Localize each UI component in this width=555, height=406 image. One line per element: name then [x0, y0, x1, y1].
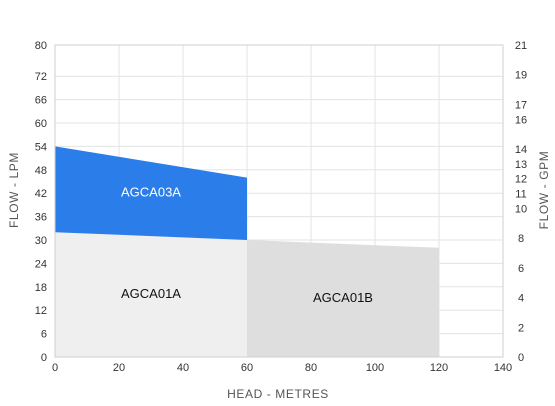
right-y-tick-label-17: 17 [515, 99, 527, 111]
left-y-tick-label-48: 48 [35, 165, 47, 177]
left-y-tick-label-24: 24 [35, 258, 47, 270]
x-tick-label-100: 100 [366, 362, 384, 374]
region-labels: AGCA03A AGCA01A AGCA01B [121, 185, 373, 305]
plot-border [54, 44, 504, 358]
left-y-tick-label-30: 30 [35, 235, 47, 247]
region-label-agca01b: AGCA01B [313, 290, 373, 305]
left-y-tick-label-42: 42 [35, 188, 47, 200]
area-agca01a [55, 232, 247, 357]
right-y-tick-label-21: 21 [515, 40, 527, 52]
right-y-axis-title: FLOW - GPM [537, 151, 551, 230]
right-y-tick-label-12: 12 [515, 174, 527, 186]
x-tick-label-60: 60 [241, 362, 253, 374]
tick-labels: 0 20 40 60 80 100 120 1400612182430364248546066… [35, 40, 527, 374]
area-agca01b [247, 240, 439, 357]
right-y-tick-label-11: 11 [515, 189, 526, 201]
right-y-tick-label-8: 8 [518, 233, 524, 245]
x-tick-label-140: 140 [494, 362, 512, 374]
x-tick-label-20: 20 [113, 362, 125, 374]
left-y-tick-label-36: 36 [35, 212, 47, 224]
x-tick-label-40: 40 [177, 362, 189, 374]
right-y-tick-label-10: 10 [515, 203, 527, 215]
right-y-tick-label-0: 0 [518, 352, 524, 364]
right-y-tick-label-6: 6 [518, 263, 524, 275]
plot-frame [54, 44, 504, 358]
left-y-tick-label-80: 80 [35, 40, 47, 52]
right-y-tick-label-4: 4 [518, 293, 524, 305]
left-y-tick-label-12: 12 [35, 305, 47, 317]
x-axis-title: HEAD - METRES [227, 387, 329, 401]
area-agca03a [55, 146, 247, 240]
right-y-tick-label-14: 14 [515, 144, 527, 156]
left-y-tick-label-6: 6 [41, 329, 47, 341]
x-tick-label-80: 80 [305, 362, 317, 374]
x-tick-label-0: 0 [52, 362, 58, 374]
left-y-tick-label-0: 0 [41, 352, 47, 364]
right-y-tick-label-2: 2 [518, 322, 524, 334]
left-y-tick-label-66: 66 [35, 95, 47, 107]
region-label-agca01a: AGCA01A [121, 286, 181, 301]
left-y-tick-label-54: 54 [35, 141, 47, 153]
left-y-tick-label-60: 60 [35, 118, 47, 130]
right-y-tick-label-13: 13 [515, 159, 527, 171]
left-y-tick-label-72: 72 [35, 71, 47, 83]
right-y-tick-label-16: 16 [515, 114, 527, 126]
plot-areas [55, 146, 439, 357]
x-tick-label-120: 120 [430, 362, 448, 374]
region-label-agca03a: AGCA03A [121, 185, 181, 200]
right-y-tick-label-19: 19 [515, 70, 527, 82]
left-y-axis-title: FLOW - LPM [7, 152, 21, 228]
left-y-tick-label-18: 18 [35, 282, 47, 294]
